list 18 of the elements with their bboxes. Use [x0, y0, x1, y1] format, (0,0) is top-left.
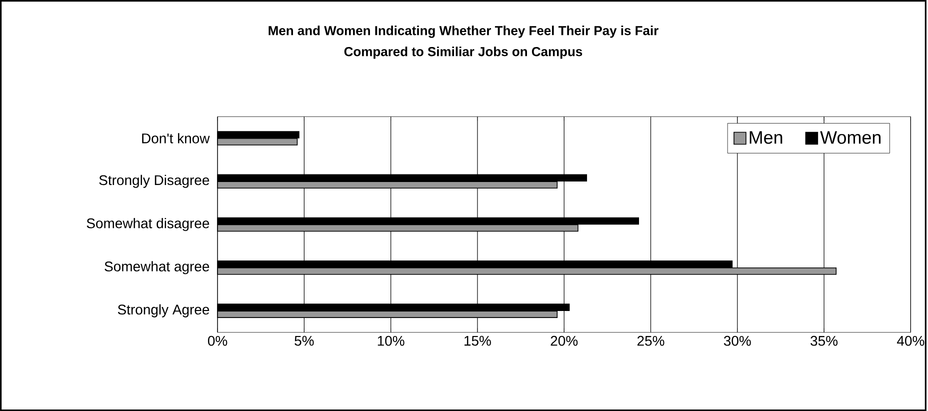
- x-tick-label: 15%: [464, 336, 491, 346]
- x-tick-label: 30%: [724, 336, 751, 346]
- legend-label: Men: [750, 131, 782, 144]
- x-tick-label: 5%: [294, 336, 314, 346]
- x-tick-label: 40%: [896, 336, 924, 346]
- y-tick-label: Don't know: [142, 133, 210, 144]
- x-tick-label: 25%: [637, 336, 664, 346]
- x-tick-label: 10%: [378, 336, 404, 346]
- y-tick-label: Somewhat agree: [104, 261, 210, 274]
- chart-title: Men and Women Indicating Whether They Feel Their Pay is Fair: [268, 26, 658, 38]
- y-tick-label: Somewhat disagree: [86, 218, 210, 231]
- legend-label: Women: [820, 131, 881, 144]
- x-tick-label: 0%: [208, 336, 228, 346]
- x-tick-label: 20%: [550, 336, 578, 346]
- y-tick-label: Strongly Agree: [118, 304, 210, 318]
- x-tick-label: 35%: [810, 336, 838, 346]
- chart-subtitle: Compared to Similiar Jobs on Campus: [344, 46, 582, 59]
- y-tick-label: Strongly Disagree: [99, 174, 210, 188]
